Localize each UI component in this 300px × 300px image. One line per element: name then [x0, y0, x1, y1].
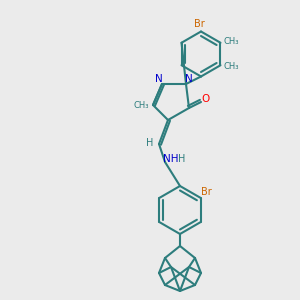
Text: NH: NH — [163, 154, 179, 164]
Text: Br: Br — [194, 19, 205, 29]
Text: N: N — [155, 74, 163, 85]
Text: H: H — [146, 137, 154, 148]
Text: H: H — [178, 154, 185, 164]
Text: CH₃: CH₃ — [223, 37, 239, 46]
Text: CH₃: CH₃ — [223, 62, 239, 71]
Text: CH₃: CH₃ — [133, 100, 149, 109]
Text: N: N — [185, 74, 193, 85]
Text: O: O — [201, 94, 210, 104]
Text: Br: Br — [201, 187, 212, 197]
